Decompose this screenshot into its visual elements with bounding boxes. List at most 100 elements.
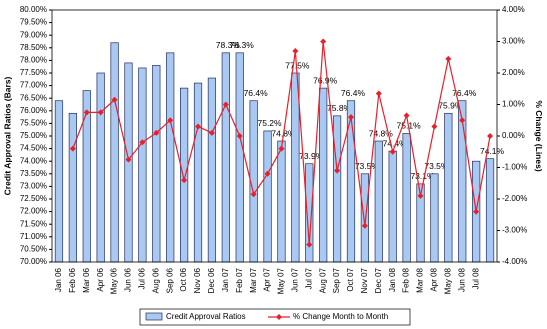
bar (138, 67, 147, 263)
data-label: 78.3% (230, 40, 255, 50)
x-tick-label: Dec 07 (374, 267, 383, 293)
x-tick-label: Jan 06 (54, 267, 63, 292)
y-tick-label: 73.50% (20, 169, 47, 178)
marker (417, 192, 424, 199)
y2-tick-label: 0.00% (502, 131, 525, 140)
data-label: 74.1% (480, 146, 505, 156)
y2-axis-title: % Change (Lines) (534, 100, 544, 171)
data-label: 78.3% (216, 40, 241, 50)
plot-frame (51, 9, 498, 263)
x-tick-label: Feb 07 (235, 267, 244, 292)
bar (319, 87, 328, 263)
marker (459, 117, 466, 124)
x-tick-label: Mar 08 (416, 267, 425, 292)
y-axis-title: Credit Approval Ratios (Bars) (2, 76, 12, 195)
bar (374, 140, 383, 263)
marker (111, 96, 118, 103)
bar (54, 100, 64, 263)
x-tick-label: Jun 06 (124, 267, 133, 292)
y-tick-label: 80.00% (20, 5, 47, 14)
y2-tick-label: 3.00% (502, 37, 525, 46)
bar (458, 100, 467, 263)
x-tick-label: Jan 08 (388, 267, 397, 292)
marker (403, 112, 410, 119)
data-label: 76.4% (244, 88, 269, 98)
y-tick-label: 70.50% (20, 245, 47, 254)
bar (68, 112, 77, 263)
marker (431, 123, 438, 130)
bar (152, 65, 161, 263)
x-tick-label: Mar 06 (82, 267, 91, 292)
y-tick-label: 78.50% (20, 43, 47, 52)
bar (166, 52, 175, 263)
data-label: 73.9% (299, 151, 324, 161)
y2-tick-label: -4.00% (502, 257, 527, 266)
marker (97, 109, 104, 116)
data-label: 74.4% (383, 138, 408, 148)
marker (264, 170, 271, 177)
x-tick-label: Apr 07 (263, 267, 272, 291)
y-tick-label: 73.00% (20, 182, 47, 191)
x-tick-label: Apr 08 (430, 267, 439, 291)
x-tick-label: Aug 07 (318, 267, 327, 293)
marker (445, 55, 452, 62)
marker (334, 167, 341, 174)
bar (263, 130, 272, 263)
bar (96, 72, 105, 263)
y-tick-label: 76.50% (20, 93, 47, 102)
y-tick-label: 72.00% (20, 207, 47, 216)
marker (167, 117, 174, 124)
x-tick-label: Mar 07 (249, 267, 258, 292)
data-label: 76.4% (341, 88, 366, 98)
data-label: 76.9% (313, 75, 338, 85)
bar (360, 173, 369, 263)
bar (485, 158, 495, 263)
y-tick-label: 78.00% (20, 56, 47, 65)
data-label: 74.8% (369, 128, 394, 138)
x-tick-label: Nov 06 (193, 267, 202, 293)
marker (83, 109, 90, 116)
data-label: 75.8% (327, 103, 352, 113)
marker (320, 38, 327, 45)
y2-tick-label: -2.00% (502, 194, 527, 203)
y-tick-label: 74.00% (20, 156, 47, 165)
y-tick-label: 76.00% (20, 106, 47, 115)
x-tick-label: May 08 (443, 267, 452, 294)
y-tick-label: 71.50% (20, 219, 47, 228)
marker (69, 145, 76, 152)
bar (444, 112, 453, 263)
marker (222, 101, 229, 108)
y-tick-label: 75.50% (20, 119, 47, 128)
marker (347, 114, 354, 121)
bar (388, 150, 397, 263)
y2-tick-label: 2.00% (502, 68, 525, 77)
marker (278, 145, 285, 152)
bar (221, 52, 230, 263)
x-tick-label: Oct 06 (179, 267, 188, 291)
y-tick-label: 75.00% (20, 131, 47, 140)
bar (277, 140, 286, 263)
x-tick-label: Dec 06 (207, 267, 216, 293)
x-tick-label: Sep 07 (332, 267, 341, 293)
bar (291, 72, 300, 263)
y-tick-label: 79.00% (20, 30, 47, 39)
data-label: 75.9% (438, 101, 463, 111)
bar (332, 115, 342, 263)
data-label: 77.5% (285, 60, 310, 70)
x-tick-label: May 07 (277, 267, 286, 294)
data-label: 73.5% (424, 161, 449, 171)
bar (430, 173, 439, 263)
marker (250, 191, 257, 198)
x-tick-label: Jul 07 (304, 267, 313, 289)
marker (292, 47, 299, 54)
x-tick-label: May 06 (110, 267, 119, 294)
data-label: 76.4% (452, 88, 477, 98)
x-tick-label: Aug 06 (151, 267, 160, 293)
legend-swatch (145, 312, 163, 321)
marker (389, 148, 396, 155)
bar (207, 77, 217, 263)
marker (181, 177, 188, 184)
y-tick-label: 71.00% (20, 232, 47, 241)
data-label: 75.2% (257, 118, 282, 128)
